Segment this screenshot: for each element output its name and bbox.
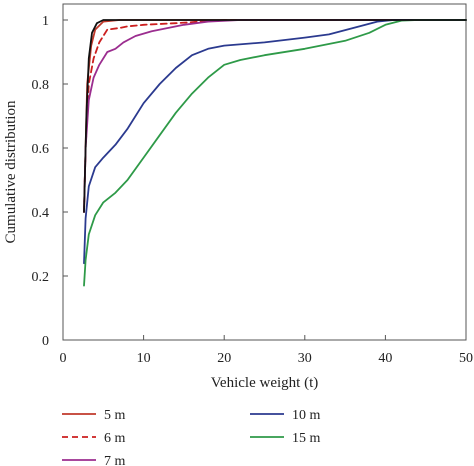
y-axis-title: Cumulative distribution <box>3 100 19 243</box>
y-tick-label: 0.6 <box>32 142 50 157</box>
plot-area <box>62 3 467 341</box>
legend-label: 6 m <box>104 431 126 446</box>
y-tick-label: 0.8 <box>32 78 50 93</box>
series-line-7m <box>83 19 467 213</box>
x-axis-title: Vehicle weight (t) <box>211 375 318 391</box>
x-tick-label: 40 <box>378 351 392 366</box>
legend-label: 5 m <box>104 408 126 423</box>
series-line-10m <box>83 19 467 265</box>
legend-label: 15 m <box>292 431 321 446</box>
series-line-15m <box>83 19 467 287</box>
y-tick-label: 0.4 <box>32 206 50 221</box>
series-line-5m <box>83 19 467 213</box>
x-tick-label: 30 <box>298 351 312 366</box>
series-line-reference <box>83 19 467 213</box>
x-tick-label: 20 <box>217 351 231 366</box>
series-line-6m <box>83 19 467 213</box>
x-tick-label: 50 <box>459 351 473 366</box>
y-tick-label: 0 <box>42 334 49 349</box>
plot-frame <box>62 3 467 341</box>
x-tick-label: 0 <box>60 351 67 366</box>
y-tick-label: 1 <box>42 14 49 29</box>
y-tick-label: 0.2 <box>32 270 50 285</box>
x-axis: 0 10 20 30 40 50 <box>60 335 473 366</box>
series-layer <box>83 19 467 287</box>
legend: 5 m 6 m 7 m 10 m 15 m <box>62 408 321 466</box>
legend-label: 10 m <box>292 408 321 423</box>
legend-label: 7 m <box>104 454 126 466</box>
y-axis: 0 0.2 0.4 0.6 0.8 1 <box>32 14 68 349</box>
x-tick-label: 10 <box>137 351 151 366</box>
